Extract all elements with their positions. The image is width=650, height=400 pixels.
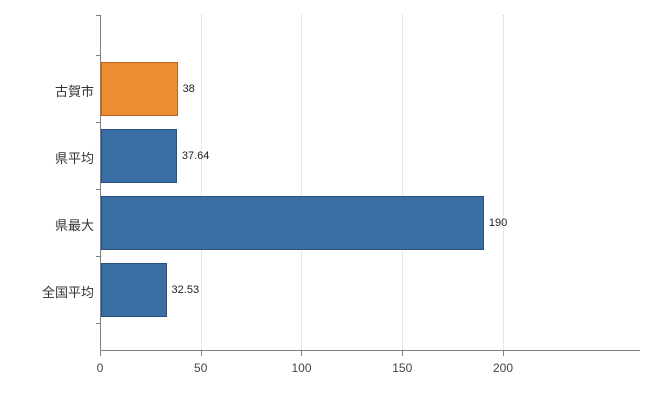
x-axis-tick-label: 0 [96, 361, 104, 375]
bar-value-label: 32.53 [171, 283, 200, 296]
x-axis-tick-label: 100 [291, 361, 312, 375]
category-label: 全国平均 [41, 284, 94, 300]
gridline [502, 15, 504, 350]
gridline [200, 15, 202, 350]
bar [101, 195, 484, 250]
x-axis-tick [301, 351, 303, 356]
bar-value-label: 37.64 [181, 149, 210, 162]
bar [101, 61, 178, 116]
gridline [402, 15, 404, 350]
bar [101, 128, 177, 183]
y-axis-tick [96, 15, 100, 16]
x-axis-tick [200, 351, 202, 356]
x-axis-tick-label: 150 [392, 361, 413, 375]
y-axis-line [100, 15, 101, 350]
x-axis-tick [502, 351, 504, 356]
x-axis-tick [100, 351, 101, 356]
bar-value-label: 38 [182, 82, 195, 95]
y-axis-tick [96, 323, 100, 324]
bar-value-label: 190 [488, 216, 508, 229]
gridline [301, 15, 303, 350]
x-axis-line [100, 350, 640, 351]
y-axis-tick [96, 189, 100, 190]
y-axis-tick [96, 256, 100, 257]
bar [101, 262, 167, 317]
category-label: 県平均 [54, 150, 94, 166]
category-label: 古賀市 [54, 83, 94, 99]
category-label: 県最大 [54, 217, 94, 233]
x-axis-tick [402, 351, 404, 356]
x-axis-tick-label: 200 [492, 361, 513, 375]
y-axis-tick [96, 122, 100, 123]
x-axis-tick-label: 50 [194, 361, 208, 375]
y-axis-tick [96, 55, 100, 56]
